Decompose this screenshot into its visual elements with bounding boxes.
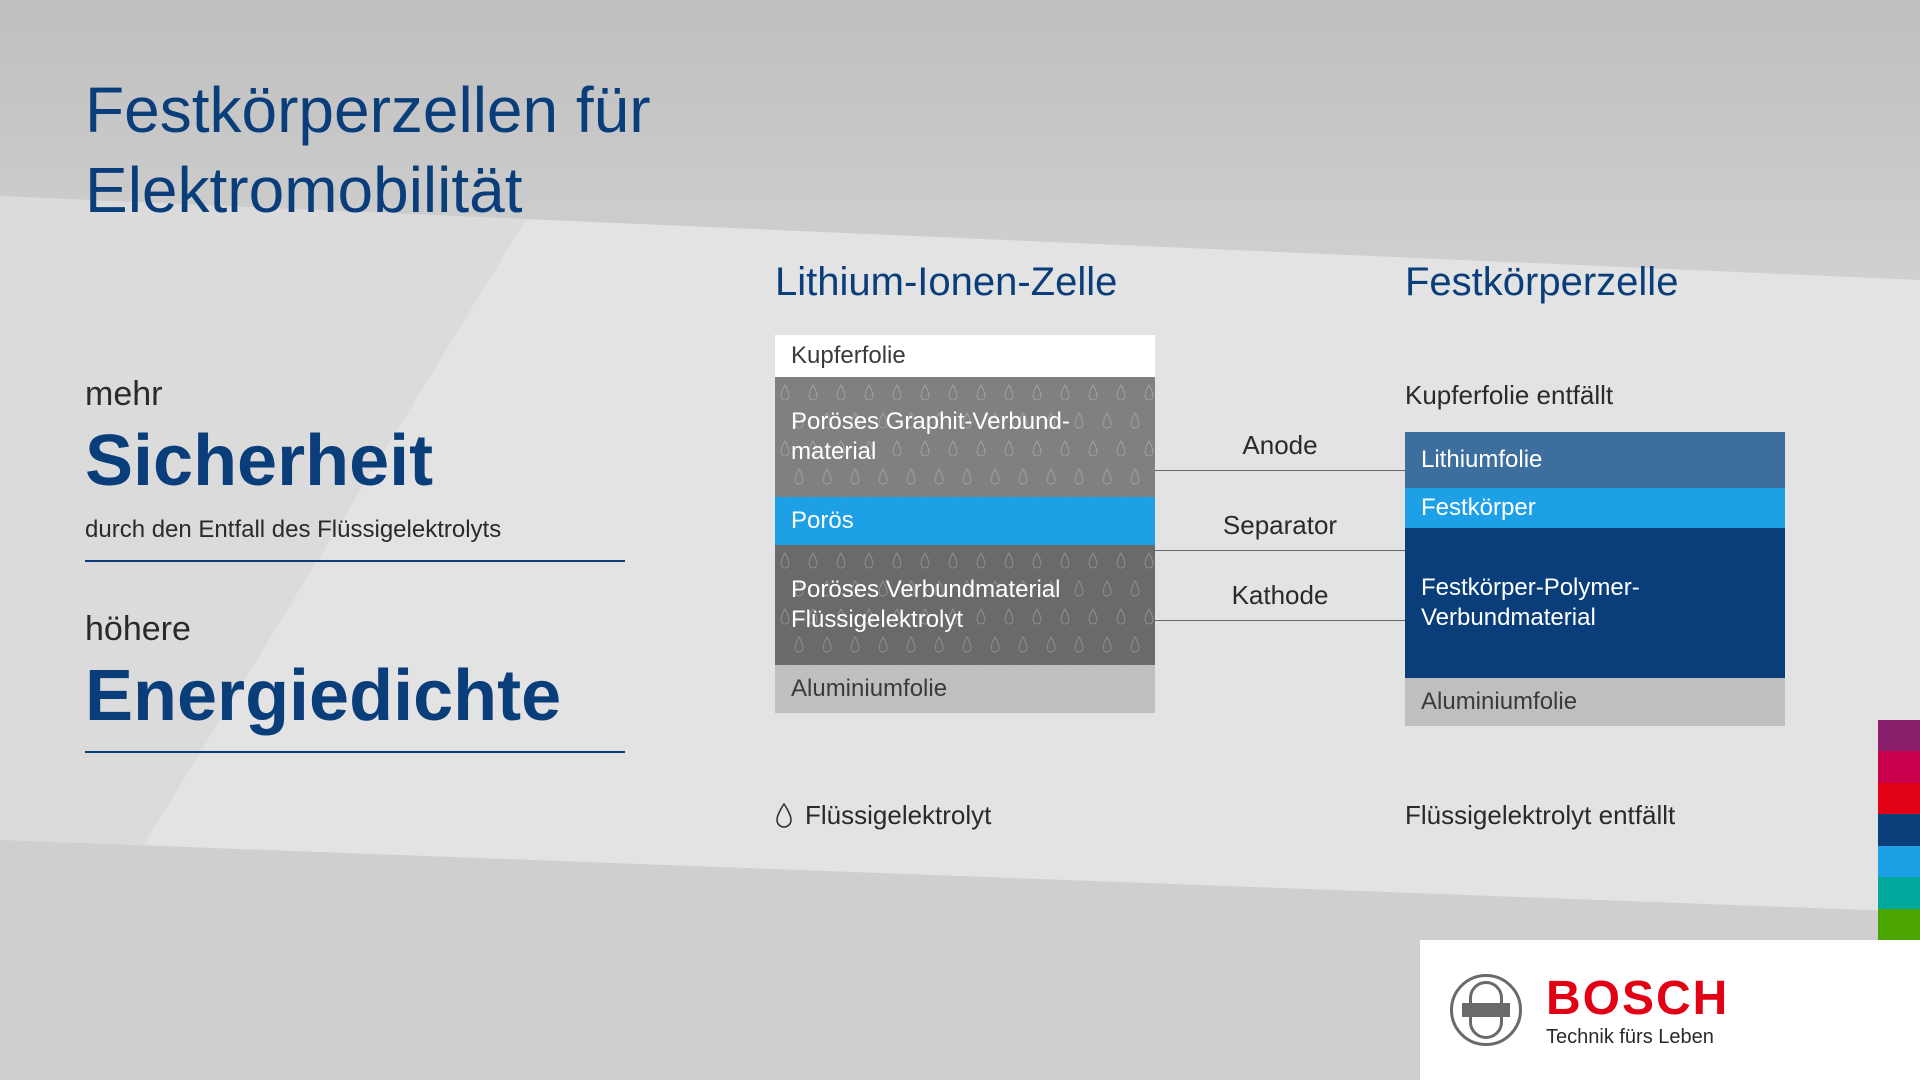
stack-layer: Kupferfolie [775, 335, 1155, 377]
logo-stripe [1878, 909, 1920, 940]
layer-label: Festkörper-Polymer- Verbundmaterial [1421, 573, 1640, 633]
connector-line [1155, 620, 1405, 621]
connector-label: Anode [1175, 430, 1385, 461]
connector-label: Separator [1175, 510, 1385, 541]
layer-label: Aluminiumfolie [1421, 688, 1577, 716]
stack-layer: Aluminiumfolie [775, 665, 1155, 713]
layer-label: Poröses Graphit-Verbund- material [791, 407, 1070, 467]
stack-layer: Poröses Verbundmaterial Flüssigelektroly… [775, 545, 1155, 665]
logo-stripe [1878, 846, 1920, 877]
logo-stripe [1878, 751, 1920, 782]
legend-liquid: Flüssigelektrolyt [775, 800, 991, 831]
stack-layer: Porös [775, 497, 1155, 545]
bosch-tagline: Technik fürs Leben [1546, 1026, 1729, 1049]
highlight2-main: Energiedichte [85, 655, 625, 737]
logo-stripe [1878, 814, 1920, 845]
highlight1-pre: mehr [85, 375, 625, 414]
bosch-wordmark: BOSCH [1546, 971, 1729, 1026]
divider [85, 560, 625, 562]
logo-stripe [1878, 877, 1920, 908]
highlight1-sub: durch den Entfall des Flüssigelektrolyts [85, 516, 625, 544]
col2-bottom-note: Flüssigelektrolyt entfällt [1405, 800, 1675, 831]
legend-liquid-label: Flüssigelektrolyt [805, 800, 991, 831]
divider [85, 751, 625, 753]
highlight2-pre: höhere [85, 610, 625, 649]
highlights: mehr Sicherheit durch den Entfall des Fl… [85, 375, 625, 801]
highlight1-main: Sicherheit [85, 420, 625, 502]
lithium-ion-stack: Kupferfolie Poröses Graphit-Verbund- mate… [775, 335, 1155, 713]
stack-layer: Festkörper-Polymer- Verbundmaterial [1405, 528, 1785, 678]
layer-label: Festkörper [1421, 494, 1536, 522]
column1-title: Lithium-Ionen-Zelle [775, 260, 1117, 305]
droplet-icon [775, 803, 793, 829]
page-title: Festkörperzellen für Elektromobilität [85, 70, 651, 230]
logo-stripe [1878, 720, 1920, 751]
column2-title: Festkörperzelle [1405, 260, 1678, 305]
layer-label: Aluminiumfolie [791, 675, 947, 703]
layer-label: Poröses Verbundmaterial Flüssigelektroly… [791, 575, 1060, 635]
connector-line [1155, 550, 1405, 551]
logo-stripe [1878, 783, 1920, 814]
connector-label: Kathode [1175, 580, 1385, 611]
bosch-symbol-icon [1450, 974, 1522, 1046]
col2-top-note: Kupferfolie entfällt [1405, 380, 1613, 411]
stack-layer: Poröses Graphit-Verbund- material [775, 377, 1155, 497]
connector-line [1155, 470, 1405, 471]
layer-label: Lithiumfolie [1421, 446, 1542, 474]
stack-layer: Festkörper [1405, 488, 1785, 528]
layer-label: Kupferfolie [791, 342, 906, 370]
bosch-logo: BOSCH Technik fürs Leben [1420, 940, 1920, 1080]
stack-layer: Lithiumfolie [1405, 432, 1785, 488]
logo-stripes [1878, 720, 1920, 940]
layer-label: Porös [791, 507, 854, 535]
solid-state-stack: Lithiumfolie Festkörper Festkörper-Polymer… [1405, 432, 1785, 726]
stack-layer: Aluminiumfolie [1405, 678, 1785, 726]
